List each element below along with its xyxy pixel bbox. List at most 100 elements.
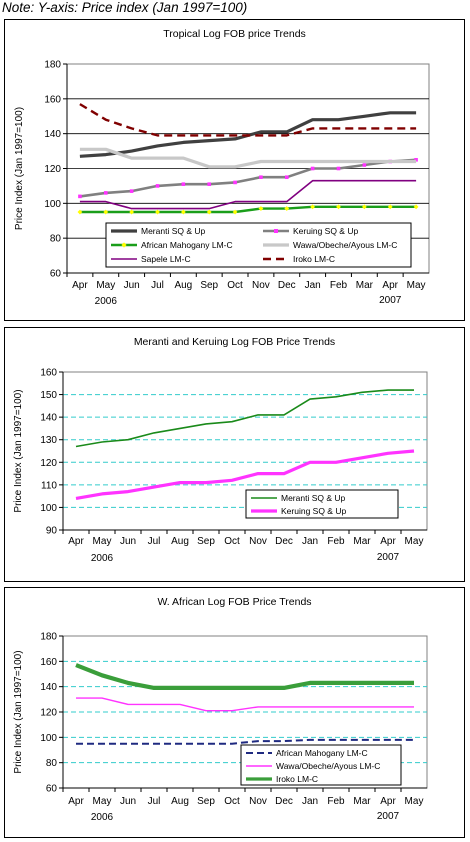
chart-panel-meranti-keruing: Meranti and Keruing Log FOB Price Trends… [4, 327, 465, 582]
legend-box [105, 222, 412, 268]
series-line-iroko-lm-c [75, 663, 414, 691]
series-line-african-mahogany-lm-c [76, 738, 414, 745]
data-point-keruing-sq-up [155, 184, 160, 188]
data-point-keruing-sq-up [78, 194, 82, 199]
note-y-axis: Note: Y-axis: Price index (Jan 1997=100) [2, 0, 248, 15]
x-tick-label-jun: Jun [120, 796, 136, 807]
data-point-african-mahogany-lm-c [284, 206, 290, 211]
series-line-wawa-obeche-ayous-lm-c [79, 147, 417, 169]
x-tick-label-nov: Nov [252, 280, 270, 291]
x-tick-label-jan: Jan [302, 536, 318, 547]
legend-label-african-mahogany-lm-c: African Mahogany LM-C [276, 748, 368, 758]
x-tick-label-jun: Jun [120, 536, 136, 547]
data-point-african-mahogany-lm-c [336, 204, 341, 210]
x-tick-label-apr: Apr [382, 280, 398, 291]
y-tick-label: 140 [44, 129, 61, 140]
x-tick-label-may: May [93, 536, 112, 547]
data-point-african-mahogany-lm-c [129, 209, 135, 215]
data-point-keruing-sq-up [207, 182, 212, 186]
x-tick-label-dec: Dec [278, 280, 296, 291]
chart-tropical-svg: Tropical Log FOB price Trends 60 80 100 120 1… [14, 28, 430, 307]
series-line-meranti-sq-up [75, 389, 414, 448]
x-tick-label-dec: Dec [275, 536, 293, 547]
x-tick-label-feb: Feb [327, 796, 345, 807]
y-tick-label: 140 [40, 682, 57, 693]
y-tick-label: 100 [44, 199, 61, 210]
x-tick-label-apr: Apr [68, 536, 84, 547]
year-label-start: 2006 [91, 812, 114, 823]
x-tick-label-aug: Aug [171, 796, 189, 807]
data-point-keruing-sq-up [233, 180, 237, 185]
legend-marker [121, 242, 127, 248]
chart-panel-tropical: Tropical Log FOB price Trends 60 80 100 120 1… [4, 19, 465, 321]
x-tick-label-nov: Nov [249, 536, 267, 547]
x-tick-label-apr: Apr [380, 536, 396, 547]
series-line-wawa-obeche-ayous-lm-c [76, 697, 414, 712]
x-tick-label-aug: Aug [174, 280, 192, 291]
y-tick-label: 120 [44, 164, 61, 175]
x-tick-label-aug: Aug [171, 536, 189, 547]
x-tick-label-may: May [405, 796, 424, 807]
data-point-keruing-sq-up [284, 175, 289, 180]
y-tick-label: 90 [46, 526, 58, 537]
x-tick-label-feb: Feb [327, 536, 345, 547]
x-tick-label-oct: Oct [224, 796, 240, 807]
x-tick-label-jul: Jul [148, 796, 161, 807]
data-point-african-mahogany-lm-c [77, 209, 83, 215]
series-line-sapele-lm-c [79, 179, 417, 210]
x-tick-label-may: May [93, 796, 112, 807]
x-tick-label-apr: Apr [380, 796, 396, 807]
y-axis-label: Price Index (Jan 1997=100) [14, 107, 25, 230]
y-tick-label: 180 [44, 60, 61, 71]
x-tick-label-mar: Mar [356, 280, 374, 291]
legend-marker [274, 229, 278, 233]
y-tick-label: 130 [40, 435, 57, 446]
data-point-african-mahogany-lm-c [180, 209, 186, 215]
legend-label-iroko-lm-c: Iroko LM-C [276, 774, 318, 784]
x-tick-label-mar: Mar [353, 536, 371, 547]
y-tick-label: 120 [40, 458, 57, 469]
x-tick-label-feb: Feb [330, 280, 348, 291]
legend-label-keruing-sq-up: Keruing SQ & Up [281, 506, 346, 516]
x-tick-label-sep: Sep [197, 536, 215, 547]
y-tick-label: 80 [50, 234, 62, 245]
y-tick-label: 160 [40, 657, 57, 668]
legend: Meranti SQ & Up Keruing SQ & Up [245, 489, 399, 519]
data-point-african-mahogany-lm-c [155, 209, 160, 215]
legend-label-sapele-lm-c: Sapele LM-C [141, 254, 191, 264]
data-point-african-mahogany-lm-c [258, 206, 264, 211]
x-tick-label-jun: Jun [124, 280, 140, 291]
series-line-keruing-sq-up [79, 158, 417, 198]
data-point-keruing-sq-up [336, 166, 341, 171]
legend-label-african-mahogany-lm-c: African Mahogany LM-C [141, 240, 233, 250]
legend-label-keruing-sq-up: Keruing SQ & Up [293, 226, 358, 236]
legend: Meranti SQ & Up Keruing SQ & Up African Ma… [105, 222, 412, 268]
year-label-end: 2007 [377, 811, 400, 822]
y-tick-label: 100 [40, 503, 57, 514]
y-tick-label: 120 [40, 708, 57, 719]
legend-label-meranti-sq-up: Meranti SQ & Up [281, 493, 346, 503]
year-label-end: 2007 [379, 295, 402, 306]
data-point-keruing-sq-up [362, 163, 367, 167]
year-label-end: 2007 [377, 552, 400, 563]
data-point-keruing-sq-up [181, 182, 186, 186]
legend: African Mahogany LM-C Wawa/Obeche/Ayous L… [240, 744, 402, 786]
y-tick-label: 110 [41, 480, 57, 491]
chart-title: Tropical Log FOB price Trends [163, 28, 306, 40]
x-tick-label-jul: Jul [148, 536, 161, 547]
data-point-keruing-sq-up [310, 166, 315, 171]
chart-panel-w-african: W. African Log FOB Price Trends 60 80 100 12… [4, 587, 465, 838]
data-point-keruing-sq-up [129, 189, 134, 193]
legend-label-wawa-obeche-ayous-lm-c: Wawa/Obeche/Ayous LM-C [276, 761, 380, 771]
chart-meranti-keruing-svg: Meranti and Keruing Log FOB Price Trends… [13, 336, 428, 564]
x-tick-label-apr: Apr [68, 796, 84, 807]
chart-w-african-svg: W. African Log FOB Price Trends 60 80 100 12… [13, 596, 428, 823]
data-point-african-mahogany-lm-c [232, 209, 238, 215]
data-point-african-mahogany-lm-c [206, 209, 212, 215]
legend-box [245, 489, 399, 519]
y-tick-label: 60 [50, 269, 62, 280]
data-point-keruing-sq-up [414, 157, 418, 162]
y-tick-label: 60 [46, 784, 58, 795]
y-axis-label: Price Index (Jan 1997=100) [13, 650, 24, 773]
legend-label-iroko-lm-c: Iroko LM-C [293, 254, 335, 264]
